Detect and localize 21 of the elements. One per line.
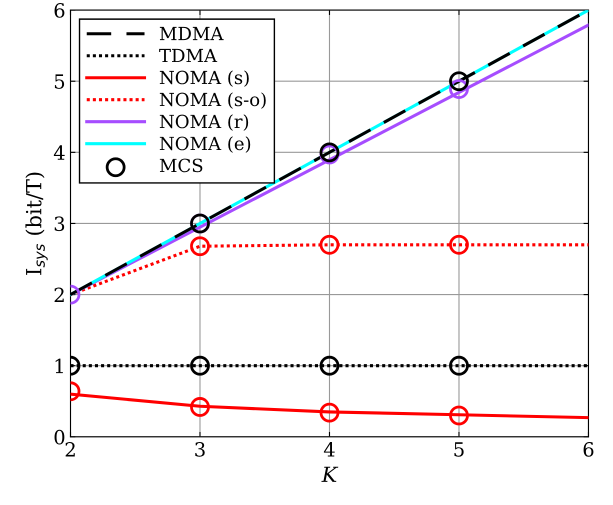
y-tick-label: 6 xyxy=(54,3,64,18)
y-tick-label: 2 xyxy=(54,288,64,302)
y-tick-label: 3 xyxy=(54,216,64,232)
legend-label: MCS xyxy=(160,158,202,172)
y-tick-label: 4 xyxy=(54,145,65,160)
legend-label: NOMA (r) xyxy=(160,114,248,131)
y-axis-title: I$_{sys}$ (bit/T) xyxy=(25,172,48,275)
legend-label: MDMA xyxy=(160,26,224,40)
x-tick-label: 2 xyxy=(66,442,75,456)
x-tick-label: 6 xyxy=(584,442,594,457)
legend-label: NOMA (s-o) xyxy=(160,92,266,109)
y-tick-label: 5 xyxy=(54,74,64,89)
y-tick-label: 1 xyxy=(56,358,63,374)
y-tick-label: 0 xyxy=(54,430,64,444)
x-tick-label: 3 xyxy=(195,442,205,457)
x-axis-title: K xyxy=(321,466,338,482)
legend-label: TDMA xyxy=(159,48,218,62)
x-tick-label: 4 xyxy=(324,442,335,456)
x-tick-label: 5 xyxy=(454,442,464,457)
legend-label: NOMA (e) xyxy=(160,136,250,153)
legend-label: NOMA (s) xyxy=(160,70,249,87)
